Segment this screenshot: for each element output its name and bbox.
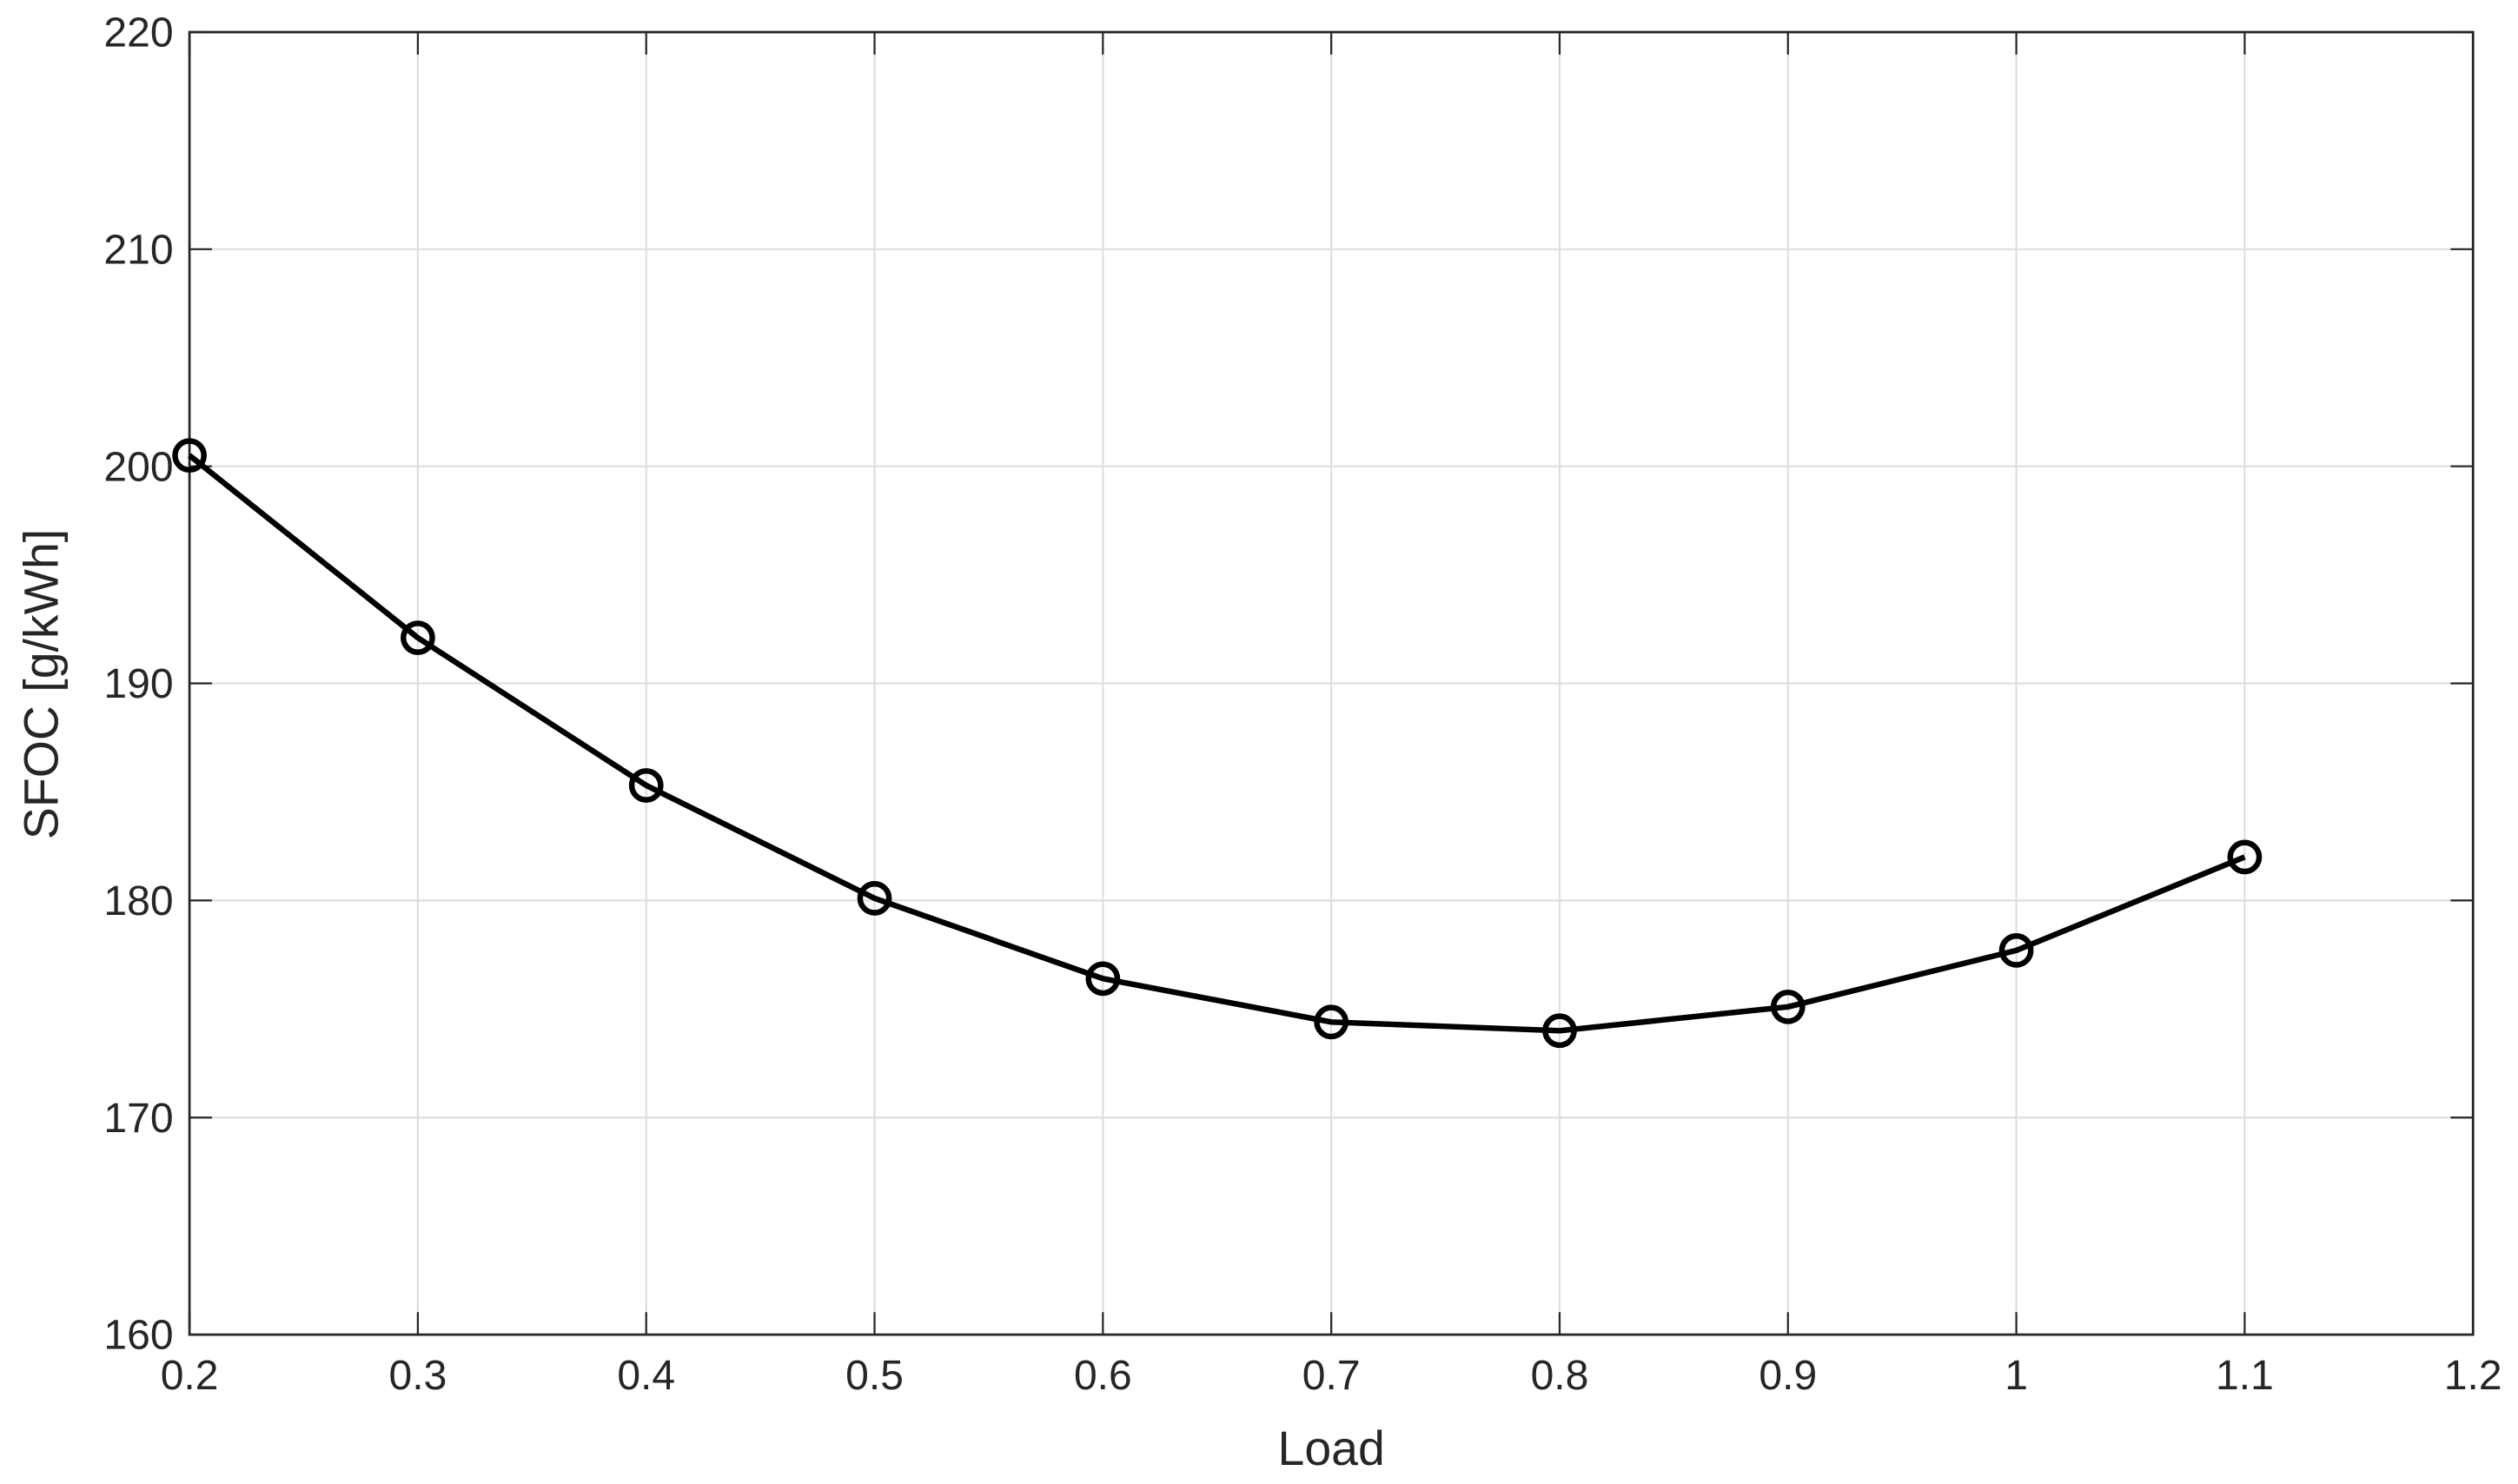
data-point bbox=[1998, 932, 2034, 968]
y-tick-label: 170 bbox=[103, 1096, 173, 1142]
x-tick-label: 1.2 bbox=[2444, 1353, 2502, 1399]
y-tick-label: 190 bbox=[103, 661, 173, 707]
data-point bbox=[401, 620, 435, 655]
y-tick-label: 210 bbox=[103, 227, 173, 273]
data-point bbox=[1770, 989, 1806, 1024]
x-tick-label: 0.6 bbox=[1074, 1353, 1132, 1399]
x-tick-label: 0.3 bbox=[389, 1353, 447, 1399]
x-axis-label: Load bbox=[1278, 1421, 1385, 1475]
x-tick-label: 0.5 bbox=[845, 1353, 904, 1399]
y-tick-label: 160 bbox=[103, 1313, 173, 1359]
y-tick-label: 200 bbox=[103, 444, 173, 490]
plot-frame bbox=[188, 30, 2475, 1336]
x-tick-label: 0.8 bbox=[1531, 1353, 1589, 1399]
data-point bbox=[1542, 1013, 1577, 1049]
data-point bbox=[628, 768, 664, 803]
data-line bbox=[188, 453, 2246, 1034]
data-point bbox=[1085, 961, 1121, 997]
y-tick-label: 220 bbox=[103, 10, 173, 56]
y-tick-label: 180 bbox=[103, 878, 173, 924]
x-tick-label: 0.2 bbox=[161, 1353, 219, 1399]
x-tick-label: 0.4 bbox=[617, 1353, 675, 1399]
y-axis-label: SFOC [g/kWh] bbox=[15, 529, 69, 839]
data-point bbox=[1314, 1004, 1349, 1040]
data-point bbox=[857, 881, 892, 916]
x-tick-label: 1.1 bbox=[2216, 1353, 2274, 1399]
x-tick-label: 1 bbox=[2004, 1353, 2028, 1399]
x-tick-label: 0.9 bbox=[1759, 1353, 1817, 1399]
data-point bbox=[172, 438, 207, 474]
x-tick-label: 0.7 bbox=[1302, 1353, 1361, 1399]
data-point bbox=[2227, 839, 2263, 875]
